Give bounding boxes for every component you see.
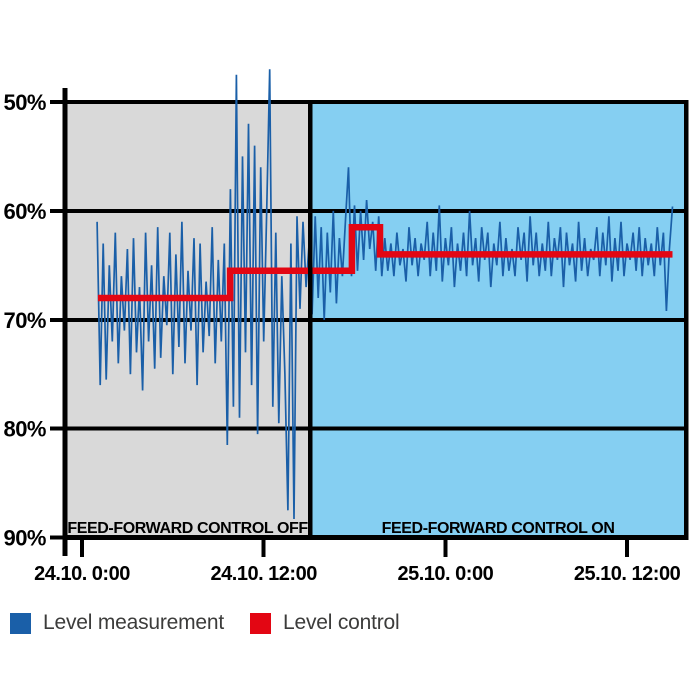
legend-item-level-control: Level control	[250, 611, 400, 635]
x-axis-tick-label: 24.10. 12:00	[211, 563, 318, 585]
y-axis-tick-label: 80%	[3, 417, 46, 442]
y-axis-tick-label: 90%	[3, 526, 46, 551]
data-series	[96, 69, 674, 520]
x-axis-tick-label: 24.10. 0:00	[34, 563, 130, 585]
legend-label: Level measurement	[43, 611, 225, 634]
y-axis-tick-label: 60%	[3, 199, 46, 224]
axis-labels: 50% 60% 70% 80% 90% 24.10. 0:00 24.10. 12:00 25…	[3, 90, 681, 585]
x-axis-tick-label: 25.10. 0:00	[398, 563, 494, 585]
series-level-control	[97, 223, 673, 302]
y-axis-tick-label: 70%	[3, 308, 46, 333]
axis-ticks	[50, 100, 630, 557]
y-axis-tick-label: 50%	[3, 90, 46, 115]
gridlines	[62, 100, 686, 540]
series-level-measurement	[96, 69, 674, 520]
level-control-swatch	[250, 612, 271, 634]
legend-item-level-measurement: Level measurement	[10, 611, 224, 635]
region-label-off: FEED-FORWARD CONTROL OFF	[67, 520, 308, 537]
plot-borders	[62, 88, 689, 556]
chart-legend: Level measurement Level control	[0, 606, 700, 640]
x-axis-tick-label: 25.10. 12:00	[574, 563, 681, 585]
level-measurement-swatch	[10, 612, 31, 634]
region-label-on: FEED-FORWARD CONTROL ON	[382, 520, 615, 537]
legend-label: Level control	[283, 611, 400, 634]
